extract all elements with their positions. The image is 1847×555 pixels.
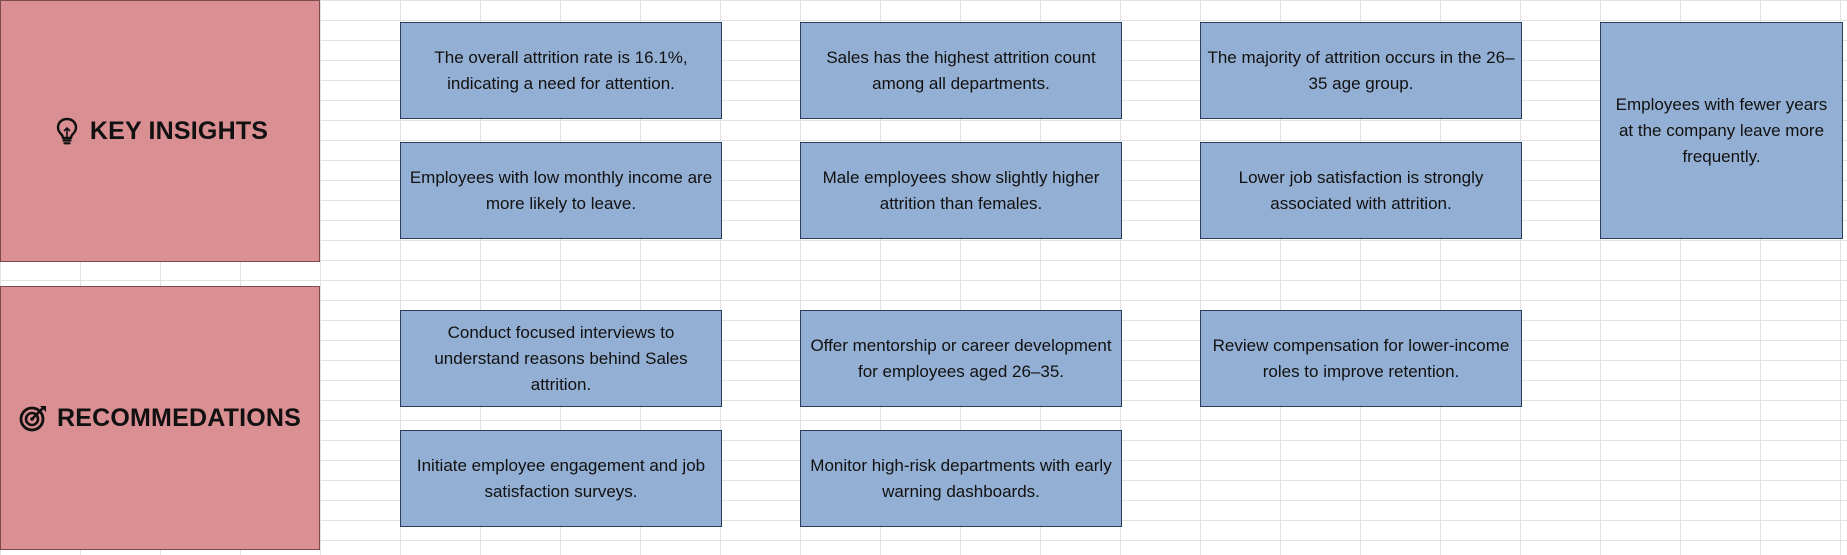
insight-text: Employees with fewer years at the compan… bbox=[1615, 94, 1828, 166]
insight-text: Male employees show slightly higher attr… bbox=[822, 167, 1100, 213]
insight-text: Employees with low monthly income are mo… bbox=[409, 167, 713, 213]
recommendation-card-dashboards[interactable]: Monitor high-risk departments with early… bbox=[800, 430, 1122, 527]
recommendation-card-mentorship[interactable]: Offer mentorship or career development f… bbox=[800, 310, 1122, 407]
lightbulb-icon bbox=[52, 116, 82, 146]
insight-card-attrition-rate[interactable]: The overall attrition rate is 16.1%, ind… bbox=[400, 22, 722, 119]
recommendation-card-surveys[interactable]: Initiate employee engagement and job sat… bbox=[400, 430, 722, 527]
insight-text: Sales has the highest attrition count am… bbox=[826, 47, 1096, 93]
insight-card-age-group[interactable]: The majority of attrition occurs in the … bbox=[1200, 22, 1522, 119]
recommendations-header[interactable]: RECOMMEDATIONS bbox=[0, 286, 320, 550]
insight-card-gender[interactable]: Male employees show slightly higher attr… bbox=[800, 142, 1122, 239]
insight-text: The overall attrition rate is 16.1%, ind… bbox=[434, 47, 688, 93]
recommendation-card-compensation[interactable]: Review compensation for lower-income rol… bbox=[1200, 310, 1522, 407]
recommendation-card-interviews[interactable]: Conduct focused interviews to understand… bbox=[400, 310, 722, 407]
insight-card-job-satisfaction[interactable]: Lower job satisfaction is strongly assoc… bbox=[1200, 142, 1522, 239]
insight-card-income[interactable]: Employees with low monthly income are mo… bbox=[400, 142, 722, 239]
insight-card-tenure[interactable]: Employees with fewer years at the compan… bbox=[1600, 22, 1843, 239]
insight-text: The majority of attrition occurs in the … bbox=[1207, 47, 1515, 93]
key-insights-header[interactable]: KEY INSIGHTS bbox=[0, 0, 320, 262]
target-icon bbox=[19, 403, 49, 433]
recommendation-text: Monitor high-risk departments with early… bbox=[810, 455, 1112, 501]
recommendation-text: Review compensation for lower-income rol… bbox=[1212, 335, 1510, 381]
recommendations-title: RECOMMEDATIONS bbox=[57, 403, 301, 432]
key-insights-title: KEY INSIGHTS bbox=[89, 116, 269, 145]
recommendation-text: Initiate employee engagement and job sat… bbox=[416, 455, 706, 501]
recommendation-text: Offer mentorship or career development f… bbox=[810, 335, 1112, 381]
insight-card-sales-attrition[interactable]: Sales has the highest attrition count am… bbox=[800, 22, 1122, 119]
recommendation-text: Conduct focused interviews to understand… bbox=[434, 322, 688, 394]
insight-text: Lower job satisfaction is strongly assoc… bbox=[1238, 167, 1484, 213]
